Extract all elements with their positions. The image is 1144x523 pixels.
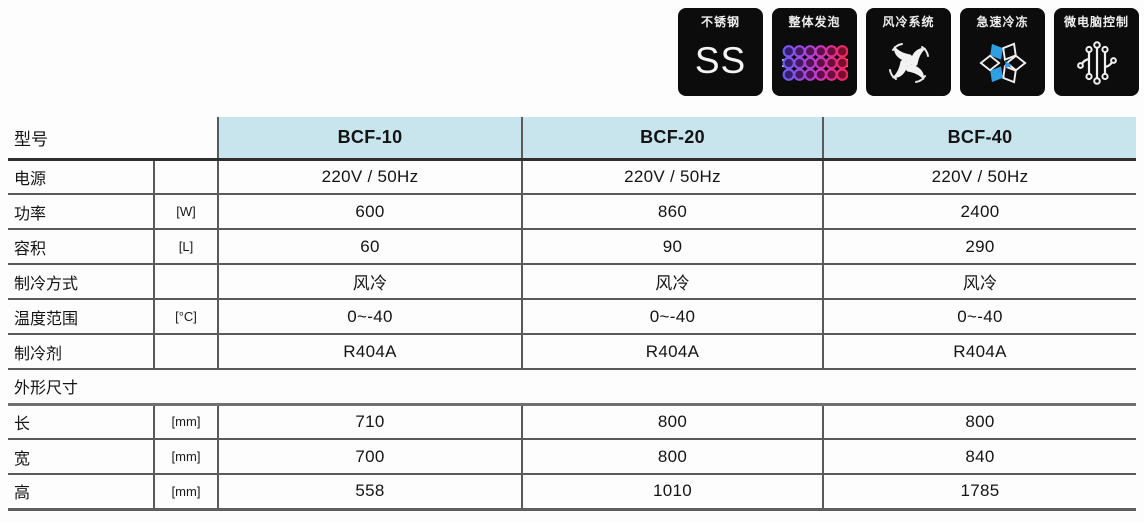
table-row-width: 宽 [mm] 700 800 840	[8, 439, 1136, 474]
table-section-dimensions: 外形尺寸	[8, 369, 1136, 404]
cell-value: 220V / 50Hz	[521, 159, 823, 194]
foam-bubbles-icon	[772, 29, 857, 96]
snowflake-icon	[960, 29, 1045, 96]
badge-air-cooling: 风冷系统	[866, 8, 951, 96]
table-row-power: 功率 [W] 600 860 2400	[8, 194, 1136, 229]
feature-badge-strip: 不锈钢 SS 整体发泡	[678, 8, 1139, 96]
cell-value: 1010	[521, 474, 823, 509]
badge-label: 整体发泡	[788, 15, 841, 29]
row-unit: [W]	[153, 194, 218, 229]
row-unit: [mm]	[153, 474, 218, 509]
row-unit	[153, 159, 218, 194]
cell-value: 1785	[822, 474, 1136, 509]
table-row-cooling-type: 制冷方式 风冷 风冷 风冷	[8, 264, 1136, 299]
cell-value: 风冷	[217, 264, 522, 299]
cell-value: 800	[521, 404, 823, 439]
badge-label: 急速冷冻	[976, 15, 1029, 29]
row-label: 容积	[14, 240, 47, 258]
row-label: 长	[14, 415, 31, 433]
cell-value: 290	[822, 229, 1136, 264]
cell-value: R404A	[822, 334, 1136, 369]
row-unit: [L]	[153, 229, 218, 264]
badge-label: 微电脑控制	[1063, 15, 1129, 29]
model-name-bcf20: BCF-20	[521, 117, 823, 159]
table-row-temp-range: 温度范围 [°C] 0~-40 0~-40 0~-40	[8, 299, 1136, 334]
cell-value: R404A	[217, 334, 522, 369]
cell-value: 90	[521, 229, 823, 264]
fan-icon	[866, 29, 951, 96]
model-name-bcf40: BCF-40	[822, 117, 1136, 159]
row-label: 温度范围	[14, 310, 79, 328]
model-name-bcf10: BCF-10	[217, 117, 522, 159]
section-label: 外形尺寸	[14, 380, 79, 398]
cell-value: 0~-40	[217, 299, 522, 334]
cell-value: 220V / 50Hz	[822, 159, 1136, 194]
cell-value: 风冷	[521, 264, 823, 299]
cell-value: 860	[521, 194, 823, 229]
badge-integral-foam: 整体发泡	[772, 8, 857, 96]
badge-label: 风冷系统	[882, 15, 935, 29]
cell-value: 800	[822, 404, 1136, 439]
cell-value: 558	[217, 474, 522, 509]
cell-value: 800	[521, 439, 823, 474]
stainless-steel-icon: SS	[694, 40, 747, 82]
row-unit: [mm]	[153, 439, 218, 474]
header-model-label: 型号	[14, 129, 48, 149]
cell-value: 700	[217, 439, 522, 474]
spec-table: 型号 BCF-10 BCF-20 BCF-40 电源 220V / 50Hz 2…	[8, 117, 1136, 511]
row-label: 电源	[14, 170, 47, 188]
cell-value: 220V / 50Hz	[217, 159, 522, 194]
cell-value: 2400	[822, 194, 1136, 229]
cell-value: R404A	[521, 334, 823, 369]
badge-stainless-steel: 不锈钢 SS	[678, 8, 763, 96]
table-header-row: 型号 BCF-10 BCF-20 BCF-40	[8, 117, 1136, 159]
cell-value: 0~-40	[521, 299, 823, 334]
row-label: 制冷剂	[14, 345, 63, 363]
row-label: 功率	[14, 205, 47, 223]
row-unit: [mm]	[153, 404, 218, 439]
row-unit: [°C]	[153, 299, 218, 334]
row-unit	[153, 264, 218, 299]
badge-label: 不锈钢	[700, 15, 740, 29]
cell-value: 710	[217, 404, 522, 439]
table-row-volume: 容积 [L] 60 90 290	[8, 229, 1136, 264]
cell-value: 风冷	[822, 264, 1136, 299]
row-label: 宽	[14, 450, 31, 468]
cell-value: 0~-40	[822, 299, 1136, 334]
badge-microcomputer-control: 微电脑控制	[1054, 8, 1139, 96]
cell-value: 600	[217, 194, 522, 229]
table-row-height: 高 [mm] 558 1010 1785	[8, 474, 1136, 509]
badge-rapid-freezing: 急速冷冻	[960, 8, 1045, 96]
row-unit	[153, 334, 218, 369]
cell-value: 840	[822, 439, 1136, 474]
table-row-length: 长 [mm] 710 800 800	[8, 404, 1136, 439]
cell-value: 60	[217, 229, 522, 264]
table-row-refrigerant: 制冷剂 R404A R404A R404A	[8, 334, 1136, 369]
row-label: 高	[14, 485, 31, 503]
circuit-icon	[1054, 29, 1139, 96]
row-label: 制冷方式	[14, 275, 79, 293]
table-row-power-supply: 电源 220V / 50Hz 220V / 50Hz 220V / 50Hz	[8, 159, 1136, 194]
